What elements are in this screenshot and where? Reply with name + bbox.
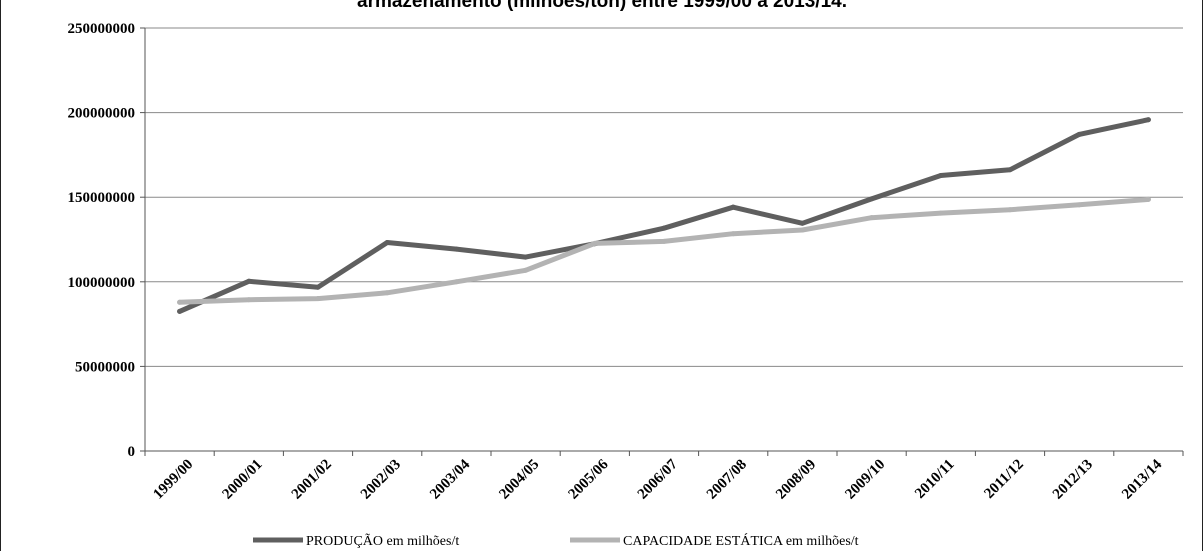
y-tick-label: 0 — [128, 444, 136, 460]
data-point — [869, 196, 875, 202]
data-point — [1007, 167, 1013, 173]
data-point — [1076, 131, 1082, 137]
data-point — [799, 220, 805, 226]
data-point — [938, 210, 944, 216]
data-point — [177, 308, 183, 314]
data-point — [315, 296, 321, 302]
data-point — [177, 299, 183, 305]
data-point — [1145, 117, 1151, 123]
data-point — [523, 267, 529, 273]
data-point — [453, 279, 459, 285]
gridlines — [145, 27, 1183, 367]
data-point — [315, 284, 321, 290]
data-point — [730, 231, 736, 237]
data-point — [1076, 202, 1082, 208]
data-point — [799, 227, 805, 233]
data-point — [661, 225, 667, 231]
y-tick-label: 100000000 — [68, 275, 136, 291]
data-point — [1145, 196, 1151, 202]
data-point — [592, 240, 598, 246]
data-point — [730, 204, 736, 210]
data-point — [661, 238, 667, 244]
y-tick-label: 200000000 — [68, 106, 136, 122]
data-point — [384, 290, 390, 296]
data-point — [453, 246, 459, 252]
legend-label: PRODUÇÃO em milhões/t — [306, 533, 459, 549]
y-tick-label: 250000000 — [68, 21, 136, 37]
data-point — [384, 240, 390, 246]
data-point — [869, 215, 875, 221]
y-tick-label: 150000000 — [68, 190, 136, 206]
data-point — [246, 297, 252, 303]
data-point — [938, 173, 944, 179]
legend: PRODUÇÃO em milhões/t CAPACIDADE ESTÁTICA… — [253, 532, 859, 549]
legend-label: CAPACIDADE ESTÁTICA em milhões/t — [623, 532, 859, 549]
data-point — [1007, 207, 1013, 213]
y-tick-label: 50000000 — [75, 359, 135, 375]
chart-title: armazenamento (milhões/ton) entre 1999/0… — [357, 0, 847, 12]
series-lines — [177, 117, 1151, 314]
data-point — [523, 254, 529, 260]
data-point — [246, 278, 252, 284]
